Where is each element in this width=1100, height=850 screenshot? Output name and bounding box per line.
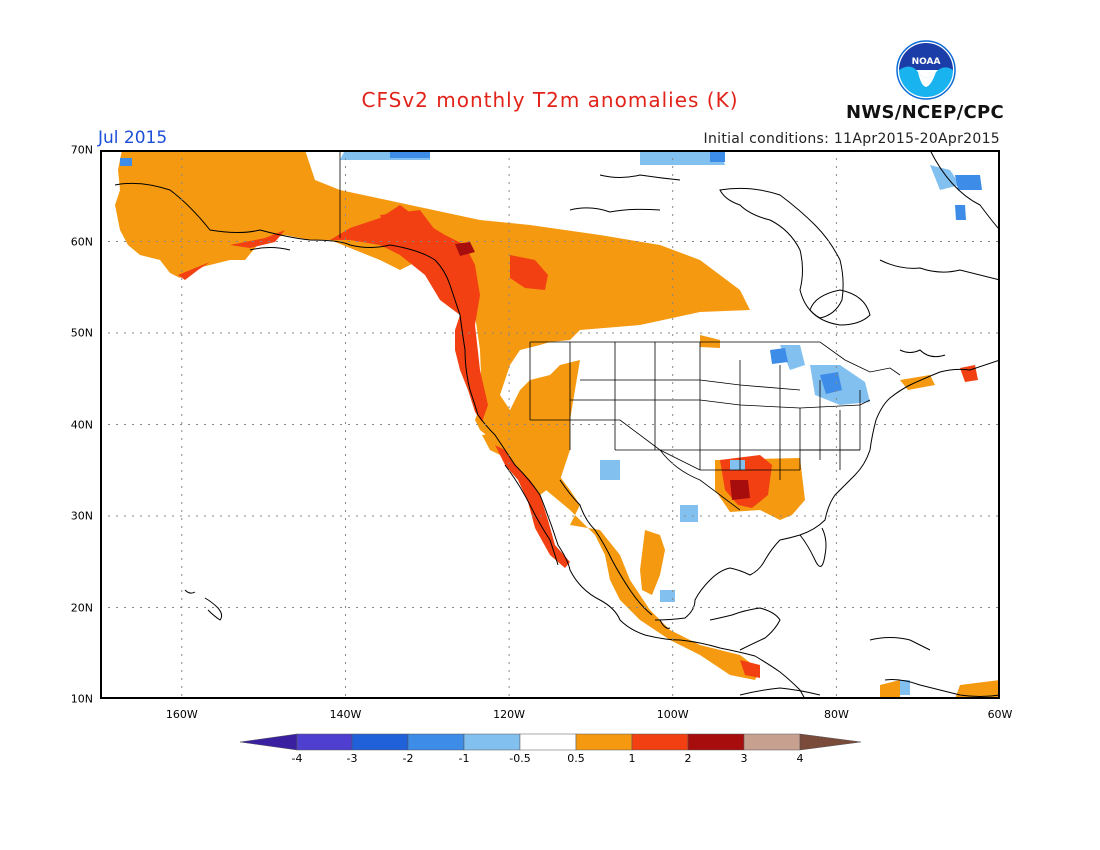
- colorbar-label: -1: [458, 752, 470, 765]
- anomaly-map: [100, 150, 1000, 699]
- colorbar-segment: [575, 733, 633, 751]
- lat-label: 40N: [70, 418, 93, 431]
- colorbar-label: 0.5: [567, 752, 585, 765]
- lon-label: 140W: [329, 708, 362, 721]
- colorbar-label: 4: [796, 752, 804, 765]
- lon-label: 80W: [823, 708, 849, 721]
- anomaly-fill-darkred: [455, 242, 750, 500]
- lat-label: 30N: [70, 509, 93, 523]
- page-title: CFSv2 monthly T2m anomalies (K): [361, 88, 739, 112]
- noaa-logo: NOAA: [896, 40, 956, 100]
- forecast-month: Jul 2015: [98, 128, 168, 148]
- noaa-logo-text: NOAA: [912, 57, 941, 67]
- lat-label: 70N: [70, 143, 93, 157]
- colorbar-segment: [239, 733, 298, 751]
- lon-label: 160W: [165, 708, 198, 721]
- colorbar-segment: [407, 733, 465, 751]
- initial-conditions: Initial conditions: 11Apr2015-20Apr2015: [703, 131, 1000, 147]
- coastlines: [114, 150, 1000, 699]
- colorbar-label: 2: [684, 752, 692, 765]
- graticule: [100, 150, 1000, 699]
- lon-label: 120W: [493, 708, 526, 721]
- lon-label: 100W: [656, 708, 689, 721]
- colorbar: [239, 733, 862, 751]
- lat-label: 60N: [70, 235, 93, 248]
- colorbar-segment: [519, 733, 577, 751]
- colorbar-label: 3: [740, 752, 748, 765]
- colorbar-label: -2: [402, 752, 414, 765]
- colorbar-label: -3: [346, 752, 358, 765]
- anomaly-fill-blue: [120, 150, 982, 394]
- colorbar-segment: [351, 733, 409, 751]
- colorbar-label: -4: [291, 752, 303, 765]
- colorbar-segment: [631, 733, 689, 751]
- colorbar-label: -0.5: [509, 752, 531, 765]
- colorbar-segment: [463, 733, 521, 751]
- colorbar-segment: [296, 733, 353, 751]
- colorbar-segment: [687, 733, 745, 751]
- political-borders: [339, 150, 901, 511]
- colorbar-segment: [743, 733, 801, 751]
- agency-label: NWS/NCEP/CPC: [845, 102, 1004, 123]
- lat-label: 20N: [70, 601, 93, 614]
- lat-label: 50N: [70, 326, 93, 340]
- lon-label: 60W: [987, 708, 1013, 721]
- lat-label: 10N: [70, 692, 93, 706]
- colorbar-label: 1: [628, 752, 636, 765]
- colorbar-segment: [799, 733, 862, 751]
